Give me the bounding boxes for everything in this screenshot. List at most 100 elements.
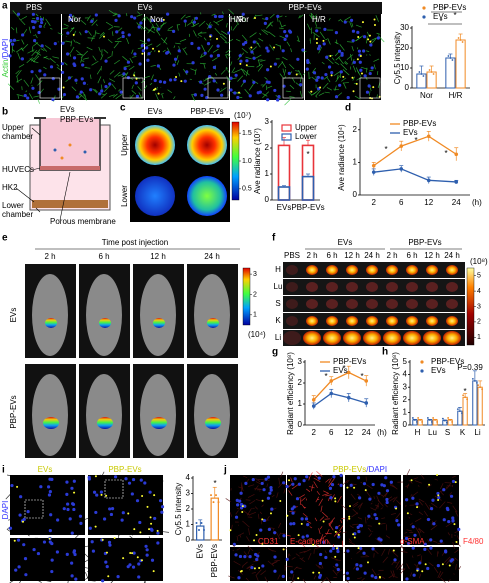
actin — [264, 576, 268, 583]
annotation: * — [443, 5, 446, 14]
annotation: * — [463, 387, 466, 396]
nucleus — [380, 483, 384, 487]
legend-swatch — [422, 15, 426, 19]
micrograph — [230, 14, 304, 100]
actin — [150, 74, 154, 81]
actin — [67, 551, 71, 557]
nucleus — [194, 16, 199, 20]
data-point — [464, 396, 467, 399]
ev-signal — [100, 493, 103, 496]
actin — [178, 72, 181, 77]
actin — [251, 572, 256, 574]
nucleus — [39, 20, 44, 25]
ev-signal — [342, 75, 345, 78]
nucleus — [70, 561, 74, 565]
nucleus — [173, 78, 177, 82]
actin — [38, 580, 42, 583]
actin — [408, 479, 413, 484]
data-point — [475, 382, 478, 384]
well — [187, 176, 227, 216]
actin — [161, 94, 164, 99]
organ — [426, 265, 438, 275]
actin — [124, 524, 130, 526]
actin — [5, 493, 11, 500]
actin — [9, 578, 17, 583]
actin — [7, 518, 13, 521]
nucleus — [336, 567, 340, 572]
actin — [17, 52, 21, 60]
actin — [277, 574, 281, 580]
x-tick-label: 24 — [362, 428, 371, 437]
actin — [242, 520, 250, 528]
x-tick-label: 6 — [399, 198, 404, 207]
ev-signal — [13, 539, 16, 542]
nucleus — [446, 507, 450, 512]
actin — [333, 531, 339, 537]
actin — [384, 503, 388, 508]
actin — [197, 34, 202, 37]
nucleus — [60, 62, 65, 66]
bar — [445, 57, 456, 89]
actin — [257, 551, 260, 555]
actin — [46, 507, 51, 510]
actin — [75, 82, 78, 84]
nucleus — [139, 21, 143, 25]
actin — [27, 529, 32, 536]
actin — [15, 27, 18, 34]
actin — [361, 577, 365, 582]
nucleus — [24, 573, 28, 577]
actin — [272, 550, 277, 552]
nucleus — [50, 477, 54, 482]
nucleus — [334, 31, 338, 35]
nucleus — [90, 19, 94, 23]
time-label: 12 h — [150, 252, 166, 261]
ev-signal — [334, 500, 337, 503]
actin — [315, 90, 321, 96]
actin — [256, 63, 263, 68]
actin — [282, 56, 288, 61]
actin — [240, 68, 246, 76]
actin — [12, 49, 16, 52]
actin — [331, 57, 335, 61]
actin — [28, 493, 30, 500]
actin — [35, 504, 41, 512]
actin — [91, 60, 99, 66]
actin — [191, 21, 195, 26]
actin — [34, 34, 38, 39]
actin — [315, 95, 318, 98]
ev-signal — [378, 522, 381, 525]
nucleus — [137, 25, 141, 29]
actin — [352, 65, 357, 73]
y-tick-label: 30 — [400, 23, 409, 32]
actin — [108, 570, 116, 574]
actin — [109, 78, 116, 83]
time-label: 2 h — [386, 251, 397, 260]
actin — [445, 522, 453, 528]
actin — [16, 69, 22, 77]
actin — [290, 48, 292, 53]
nucleus — [72, 507, 76, 512]
nucleus — [252, 40, 256, 44]
actin — [233, 69, 241, 74]
ev-signal — [157, 92, 160, 95]
actin — [48, 503, 53, 507]
actin — [341, 504, 348, 511]
actin — [24, 531, 30, 537]
time-label: 12 h — [344, 251, 360, 260]
actin — [271, 494, 275, 498]
actin — [147, 43, 153, 47]
nucleus — [405, 577, 409, 581]
actin — [342, 82, 349, 84]
inset — [104, 479, 124, 499]
nucleus — [104, 84, 108, 89]
ev-signal — [279, 500, 282, 503]
nucleus — [23, 557, 28, 561]
bar — [277, 144, 291, 201]
actin — [129, 57, 134, 64]
actin — [90, 580, 96, 582]
actin — [411, 491, 419, 497]
organ — [326, 282, 338, 292]
marker-label: CD31 — [258, 537, 279, 546]
nucleus — [108, 543, 112, 547]
actin — [173, 96, 176, 100]
